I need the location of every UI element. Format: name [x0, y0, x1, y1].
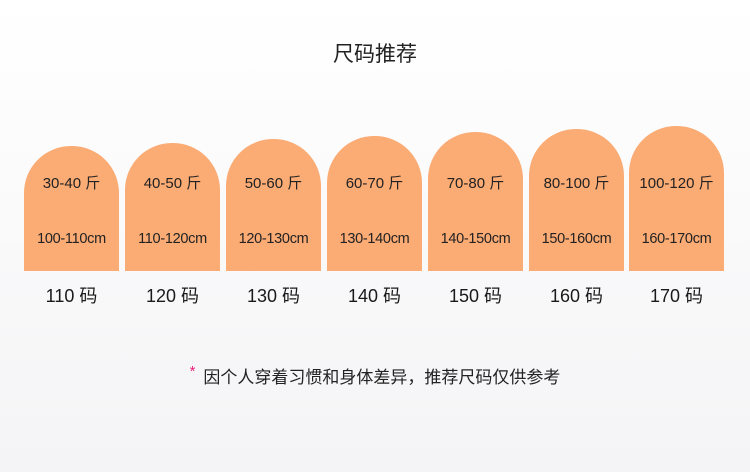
size-label: 130 码	[246, 286, 301, 306]
size-label: 110 码	[45, 286, 98, 306]
size-card: 80-100 斤 150-160cm	[529, 129, 624, 271]
note-text: 因个人穿着习惯和身体差异，推荐尺码仅供参考	[203, 368, 561, 387]
disclaimer-note: * 因个人穿着习惯和身体差异，推荐尺码仅供参考	[0, 363, 750, 388]
height-range: 140-150cm	[440, 231, 511, 247]
height-range: 110-120cm	[138, 231, 207, 247]
size-card: 60-70 斤 130-140cm	[327, 136, 422, 271]
size-label: 150 码	[448, 286, 503, 306]
size-card: 70-80 斤 140-150cm	[428, 132, 523, 271]
weight-range: 100-120 斤	[639, 175, 714, 192]
size-card: 100-120 斤 160-170cm	[629, 126, 724, 271]
page-title: 尺码推荐	[333, 43, 417, 66]
weight-range: 40-50 斤	[143, 175, 202, 192]
weight-range: 70-80 斤	[446, 175, 505, 192]
height-range: 100-110cm	[37, 231, 106, 247]
weight-range: 50-60 斤	[244, 175, 303, 192]
size-label: 160 码	[549, 286, 604, 306]
size-label: 170 码	[649, 286, 704, 306]
height-range: 150-160cm	[541, 231, 612, 247]
size-label: 140 码	[347, 286, 402, 306]
asterisk-icon: *	[189, 363, 196, 380]
size-card: 40-50 斤 110-120cm	[125, 143, 220, 271]
height-range: 130-140cm	[339, 231, 410, 247]
height-range: 160-170cm	[641, 231, 712, 247]
weight-range: 80-100 斤	[543, 175, 610, 192]
height-range: 120-130cm	[238, 231, 309, 247]
size-label: 120 码	[145, 286, 200, 306]
weight-range: 30-40 斤	[42, 175, 101, 192]
size-card: 50-60 斤 120-130cm	[226, 139, 321, 271]
weight-range: 60-70 斤	[345, 175, 404, 192]
size-card: 30-40 斤 100-110cm	[24, 146, 119, 271]
